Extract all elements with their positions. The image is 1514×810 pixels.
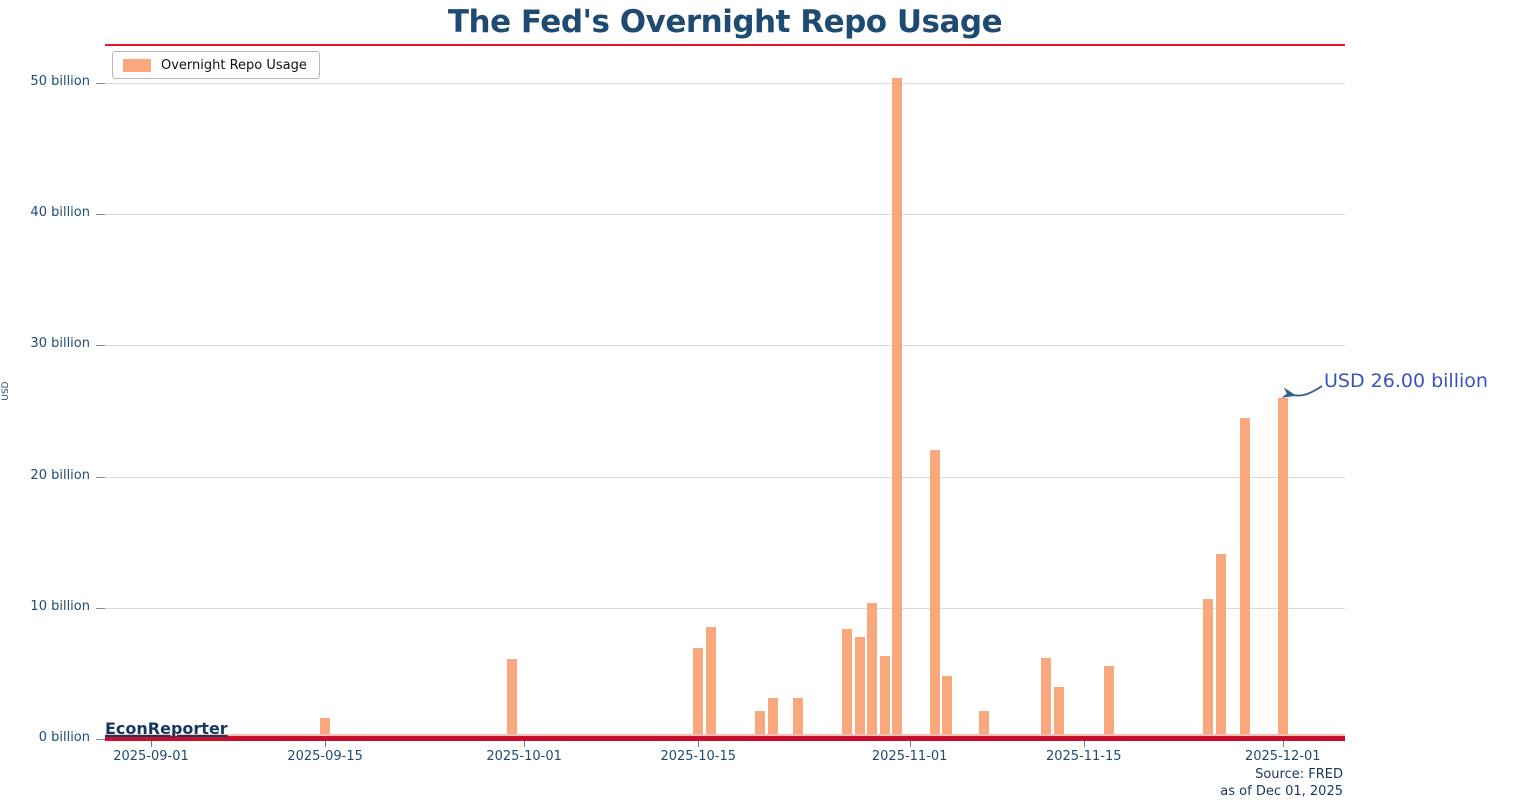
bar: [979, 711, 990, 739]
legend-label: Overnight Repo Usage: [161, 57, 307, 73]
bar: [792, 698, 803, 739]
bar: [693, 648, 704, 739]
x-tick-mark: [1282, 741, 1284, 747]
y-tick-mark: [96, 476, 105, 478]
legend-swatch: [123, 58, 151, 72]
gridline: [105, 214, 1345, 216]
bar: [755, 711, 766, 739]
source-note: Source: FRED as of Dec 01, 2025: [1220, 766, 1343, 800]
bar: [929, 450, 940, 739]
gridline: [105, 476, 1345, 478]
bar: [1240, 417, 1251, 739]
bar: [506, 658, 517, 739]
x-tick-mark: [698, 741, 700, 747]
zero-baseline: [105, 734, 1345, 741]
bar: [842, 628, 853, 739]
bar: [767, 698, 778, 739]
bar: [1277, 397, 1288, 739]
chart-title: The Fed's Overnight Repo Usage: [447, 4, 1003, 40]
y-tick-label: 0 billion: [38, 730, 90, 745]
y-tick-label: 10 billion: [30, 598, 90, 614]
bar: [320, 718, 331, 739]
y-tick-mark: [96, 345, 105, 347]
y-tick-label: 50 billion: [30, 74, 90, 89]
bar: [1103, 665, 1114, 739]
x-tick-mark: [1083, 741, 1085, 747]
x-tick-label: 2025-12-01: [1244, 749, 1321, 764]
title-rule: [105, 44, 1345, 46]
bar: [1053, 686, 1064, 739]
bar: [1203, 598, 1214, 739]
x-tick-mark: [909, 741, 911, 747]
x-tick-label: 2025-09-15: [287, 749, 363, 764]
y-tick-mark: [96, 214, 105, 216]
x-tick-mark: [524, 741, 526, 747]
x-tick-label: 2025-11-01: [871, 749, 948, 764]
asof-line: as of Dec 01, 2025: [1220, 784, 1343, 799]
y-tick-label: 20 billion: [30, 467, 90, 483]
bar: [1215, 554, 1226, 739]
y-tick-label: 30 billion: [30, 336, 90, 352]
bar: [854, 636, 865, 739]
x-tick-mark: [151, 741, 152, 747]
y-tick-mark: [96, 83, 105, 84]
gridline: [105, 345, 1345, 347]
gridline: [105, 607, 1345, 609]
bar: [705, 627, 716, 739]
watermark: EconReporter: [105, 719, 228, 738]
x-tick-label: 2025-10-15: [660, 749, 736, 764]
gridline: [105, 83, 1345, 84]
bar: [879, 656, 890, 739]
x-tick-label: 2025-09-01: [113, 749, 189, 764]
bar: [892, 78, 903, 739]
bar: [941, 676, 952, 739]
bar: [867, 602, 878, 739]
source-line: Source: FRED: [1255, 767, 1343, 782]
bar: [1041, 657, 1052, 739]
y-tick-mark: [96, 607, 105, 609]
x-tick-mark: [325, 741, 327, 747]
x-tick-label: 2025-10-01: [486, 749, 562, 764]
y-tick-label: 40 billion: [30, 205, 90, 221]
y-tick-mark: [96, 739, 105, 740]
x-tick-label: 2025-11-15: [1045, 749, 1122, 764]
legend: Overnight Repo Usage: [112, 51, 320, 79]
annotation-label: USD 26.00 billion: [1324, 370, 1488, 392]
